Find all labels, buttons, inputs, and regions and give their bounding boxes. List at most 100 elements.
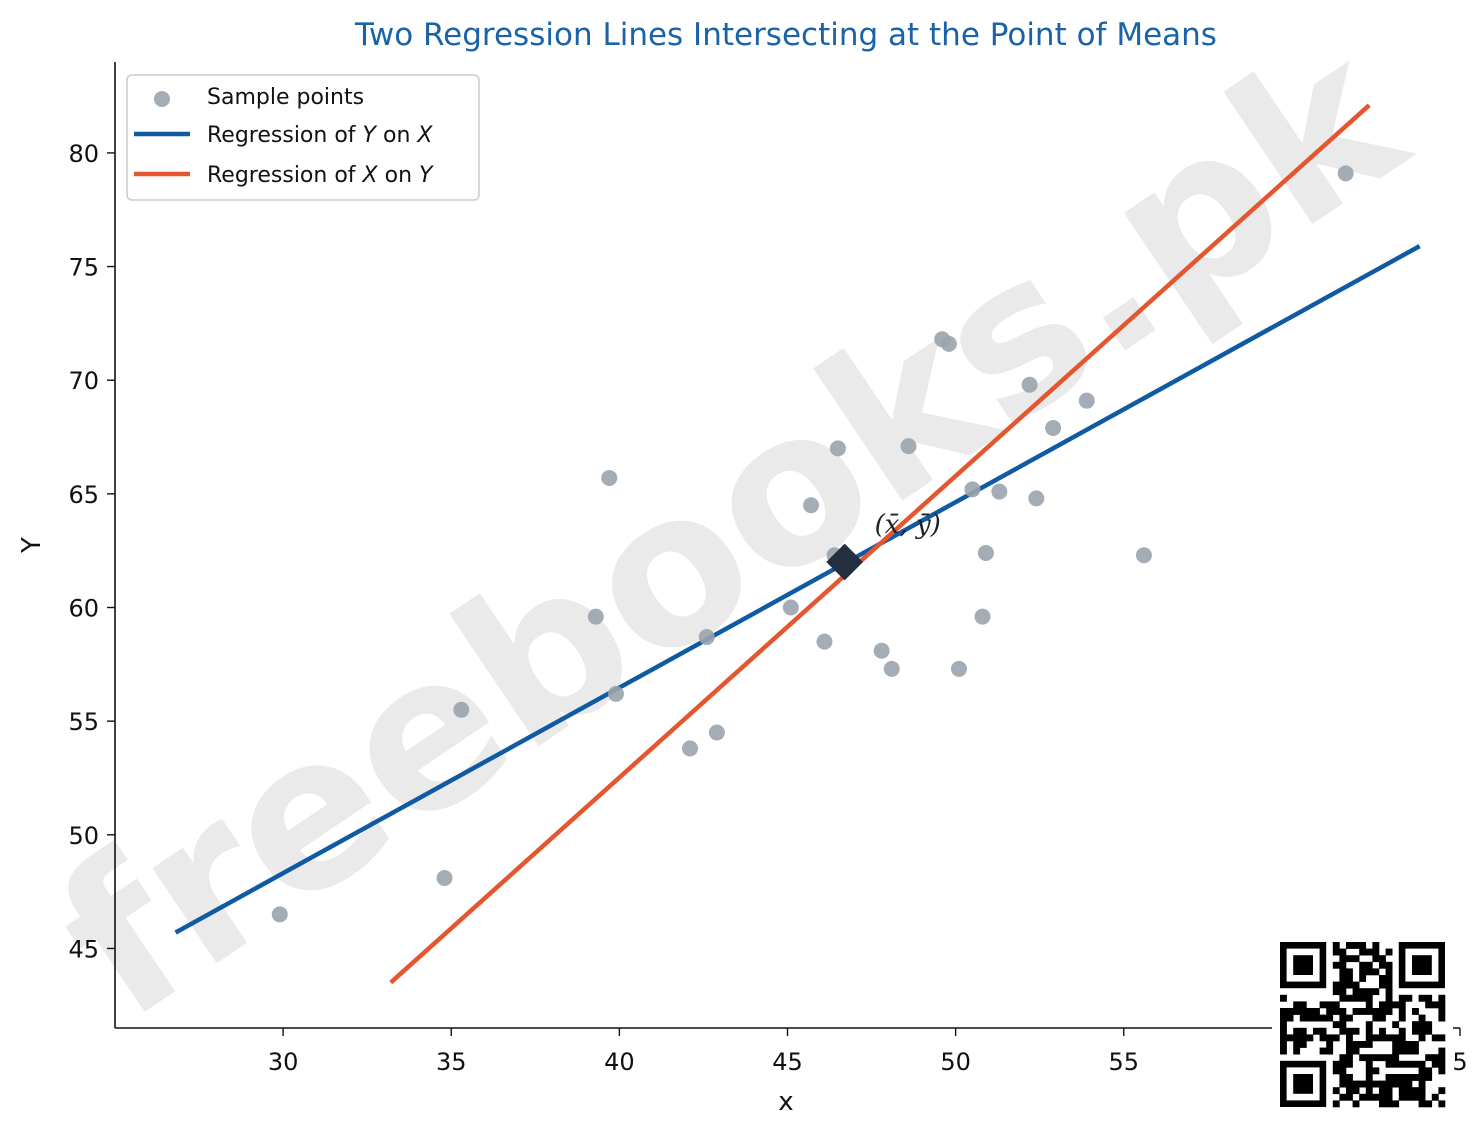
qr-module xyxy=(1346,1047,1353,1055)
qr-module xyxy=(1398,1001,1406,1009)
x-tick-label: 30 xyxy=(268,1048,299,1076)
qr-module xyxy=(1418,1027,1426,1035)
qr-module xyxy=(1339,981,1347,989)
qr-module xyxy=(1385,1093,1393,1101)
qr-module xyxy=(1346,1087,1353,1095)
qr-module xyxy=(1385,1080,1393,1088)
qr-module xyxy=(1306,1008,1314,1015)
qr-module xyxy=(1339,975,1347,982)
sample-point xyxy=(608,685,625,702)
qr-module xyxy=(1418,1067,1426,1075)
qr-module xyxy=(1326,1047,1334,1055)
qr-module xyxy=(1346,1080,1353,1088)
qr-module xyxy=(1431,1034,1439,1042)
qr-module xyxy=(1392,1074,1400,1081)
qr-module xyxy=(1352,988,1360,996)
qr-module xyxy=(1379,1014,1386,1022)
qr-module xyxy=(1365,1080,1373,1088)
qr-module xyxy=(1280,1047,1287,1055)
qr-module xyxy=(1313,1014,1320,1022)
qr-module xyxy=(1418,1087,1426,1095)
qr-module xyxy=(1405,1093,1413,1101)
qr-module xyxy=(1293,1041,1301,1048)
qr-module xyxy=(1352,1008,1360,1015)
qr-module xyxy=(1306,1014,1314,1022)
qr-module xyxy=(1346,981,1353,989)
qr-module xyxy=(1425,1067,1433,1075)
qr-module xyxy=(1286,1008,1294,1015)
qr-module xyxy=(1398,1093,1406,1101)
qr-module xyxy=(1418,1080,1426,1088)
qr-module xyxy=(1365,1001,1373,1009)
sample-point xyxy=(782,599,799,616)
sample-point xyxy=(940,335,957,352)
qr-module xyxy=(1398,1041,1406,1048)
qr-module xyxy=(1332,961,1340,969)
x-axis-label: x xyxy=(778,1087,793,1117)
qr-module xyxy=(1392,1041,1400,1048)
qr-module xyxy=(1339,968,1347,976)
qr-module xyxy=(1438,1034,1446,1042)
qr-module xyxy=(1385,988,1393,996)
qr-module xyxy=(1398,1014,1406,1022)
qr-module xyxy=(1412,1027,1419,1035)
qr-module xyxy=(1339,1067,1347,1075)
qr-module xyxy=(1425,1021,1433,1029)
qr-module xyxy=(1385,1001,1393,1009)
qr-module xyxy=(1332,1034,1340,1042)
sample-point xyxy=(1021,376,1038,393)
qr-module xyxy=(1339,988,1347,996)
qr-module xyxy=(1398,1027,1406,1035)
qr-module xyxy=(1392,1047,1400,1055)
qr-module xyxy=(1438,1014,1446,1022)
qr-module xyxy=(1405,1041,1413,1048)
qr-module xyxy=(1319,1027,1327,1035)
qr-module xyxy=(1352,955,1360,963)
qr-module xyxy=(1379,955,1386,963)
qr-module xyxy=(1346,1041,1353,1048)
qr-module xyxy=(1299,1034,1307,1042)
qr-module xyxy=(1405,994,1413,1002)
sample-point xyxy=(900,438,917,455)
qr-module xyxy=(1359,961,1367,969)
qr-module xyxy=(1418,994,1426,1002)
qr-module xyxy=(1425,1001,1433,1009)
qr-module xyxy=(1405,1060,1413,1068)
qr-module xyxy=(1425,994,1433,1002)
qr-module xyxy=(1352,1080,1360,1088)
qr-module xyxy=(1392,1021,1400,1029)
y-tick-label: 50 xyxy=(68,822,99,850)
qr-module xyxy=(1326,1034,1334,1042)
qr-module xyxy=(1319,1047,1327,1055)
x-tick-label: 40 xyxy=(604,1048,635,1076)
qr-module xyxy=(1365,1027,1373,1035)
qr-module xyxy=(1412,1021,1419,1029)
y-tick-label: 65 xyxy=(68,481,99,509)
qr-module xyxy=(1339,1021,1347,1029)
point-of-means: (x̄, ȳ) xyxy=(826,510,941,581)
regression-line xyxy=(174,244,1421,935)
qr-module xyxy=(1379,1001,1386,1009)
x-tick-label: 45 xyxy=(772,1048,803,1076)
qr-module xyxy=(1332,1060,1340,1068)
x-tick-label: 35 xyxy=(436,1048,467,1076)
qr-module xyxy=(1365,1067,1373,1075)
qr-module xyxy=(1286,1014,1294,1022)
qr-module xyxy=(1385,1008,1393,1015)
qr-module xyxy=(1346,1034,1353,1042)
qr-module xyxy=(1412,1074,1419,1081)
qr-module xyxy=(1359,1041,1367,1048)
qr-module xyxy=(1359,1008,1367,1015)
legend-label: Regression of X on Y xyxy=(207,163,434,188)
sample-points xyxy=(271,165,1354,923)
sample-point xyxy=(1045,419,1062,436)
qr-module xyxy=(1398,1060,1406,1068)
qr-module xyxy=(1372,1054,1380,1062)
qr-module xyxy=(1405,1080,1413,1088)
qr-module xyxy=(1398,1074,1406,1081)
qr-module xyxy=(1346,1027,1353,1035)
sample-point xyxy=(977,544,994,561)
qr-module xyxy=(1431,1093,1439,1101)
sample-point xyxy=(991,483,1008,500)
qr-module xyxy=(1346,942,1353,949)
